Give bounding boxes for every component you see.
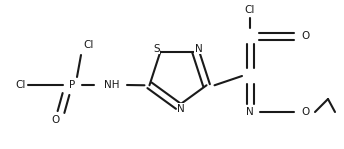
Text: S: S	[153, 44, 160, 54]
Text: Cl: Cl	[16, 80, 26, 90]
Text: O: O	[51, 115, 59, 125]
Text: Cl: Cl	[245, 5, 255, 15]
Text: O: O	[301, 31, 309, 41]
Text: NH: NH	[104, 80, 120, 90]
Text: N: N	[195, 44, 203, 54]
Text: N: N	[177, 104, 185, 114]
Text: O: O	[301, 107, 309, 117]
Text: Cl: Cl	[84, 40, 94, 50]
Text: N: N	[246, 107, 254, 117]
Text: P: P	[69, 80, 75, 90]
